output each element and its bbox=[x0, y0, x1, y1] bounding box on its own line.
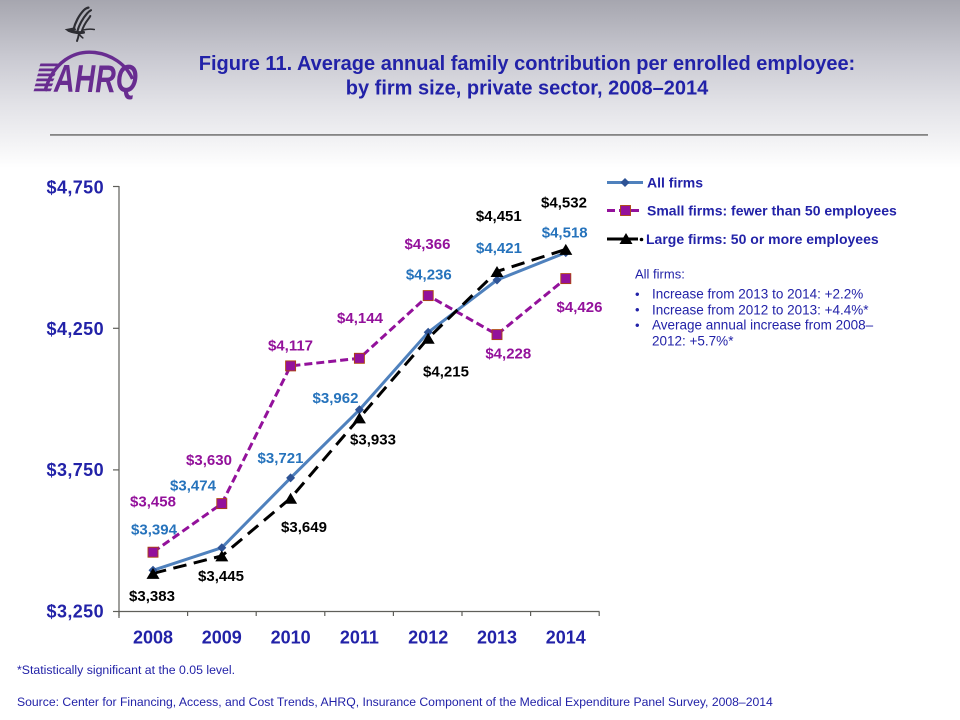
svg-text:$3,962: $3,962 bbox=[313, 390, 359, 407]
svg-text:2012: 2012 bbox=[408, 628, 448, 648]
svg-text:$3,474: $3,474 bbox=[170, 478, 217, 495]
svg-text:$4,366: $4,366 bbox=[405, 236, 451, 253]
svg-text:$4,532: $4,532 bbox=[541, 195, 587, 212]
svg-text:$3,721: $3,721 bbox=[258, 450, 304, 467]
svg-text:$4,750: $4,750 bbox=[47, 177, 104, 197]
svg-text:2014: 2014 bbox=[546, 628, 586, 648]
svg-text:$3,250: $3,250 bbox=[47, 601, 104, 621]
svg-text:Increase from 2012 to 2013: +4: Increase from 2012 to 2013: +4.4%* bbox=[652, 302, 869, 317]
svg-text:$3,394: $3,394 bbox=[131, 522, 178, 539]
svg-text:Small firms: fewer than 50 emp: Small firms: fewer than 50 employees bbox=[647, 203, 897, 219]
svg-text:$4,250: $4,250 bbox=[47, 319, 104, 339]
svg-text:$4,451: $4,451 bbox=[476, 208, 522, 225]
svg-text:2009: 2009 bbox=[202, 628, 242, 648]
svg-text:AHRQ: AHRQ bbox=[53, 58, 138, 101]
svg-text:Source: Center for Financing,: Source: Center for Financing, Access, an… bbox=[17, 695, 773, 709]
svg-text:$4,117: $4,117 bbox=[268, 338, 313, 355]
svg-text:2008: 2008 bbox=[133, 628, 173, 648]
svg-text:2013: 2013 bbox=[477, 628, 517, 648]
svg-text:$4,144: $4,144 bbox=[337, 310, 384, 327]
svg-text:2012: +5.7%*: 2012: +5.7%* bbox=[652, 333, 734, 348]
svg-text:$3,458: $3,458 bbox=[130, 494, 176, 511]
svg-text:$4,215: $4,215 bbox=[423, 364, 469, 381]
svg-text:$4,518: $4,518 bbox=[542, 225, 588, 242]
svg-text:$3,383: $3,383 bbox=[129, 588, 175, 605]
svg-text:*Statistically significant at: *Statistically significant at the 0.05 l… bbox=[17, 663, 235, 677]
svg-text:$4,426: $4,426 bbox=[557, 299, 603, 316]
svg-text:$3,750: $3,750 bbox=[47, 460, 104, 480]
svg-text:$3,933: $3,933 bbox=[350, 432, 396, 449]
svg-text:$4,421: $4,421 bbox=[476, 240, 522, 257]
svg-text:Average annual increase from 2: Average annual increase from 2008– bbox=[652, 318, 874, 333]
svg-text:Increase from 2013 to 2014: +2: Increase from 2013 to 2014: +2.2% bbox=[652, 287, 863, 302]
svg-text:Figure 11. Average annual fam: Figure 11. Average annual family contrib… bbox=[199, 53, 855, 75]
svg-text:$3,445: $3,445 bbox=[198, 568, 244, 585]
svg-text:All firms:: All firms: bbox=[635, 267, 685, 282]
svg-text:$4,236: $4,236 bbox=[406, 267, 452, 284]
svg-text:•: • bbox=[635, 286, 640, 301]
svg-text:2010: 2010 bbox=[271, 628, 311, 648]
svg-text:Large firms: 50 or more employ: Large firms: 50 or more employees bbox=[646, 231, 879, 247]
svg-text:$4,228: $4,228 bbox=[485, 346, 531, 363]
svg-text:by firm size, private sector,: by firm size, private sector, 2008–2014 bbox=[346, 78, 709, 100]
svg-text:•: • bbox=[635, 302, 640, 317]
svg-text:$3,649: $3,649 bbox=[281, 519, 327, 536]
svg-text:•: • bbox=[635, 317, 640, 332]
svg-text:All firms: All firms bbox=[647, 175, 703, 191]
svg-text:$3,630: $3,630 bbox=[186, 452, 232, 469]
svg-text:2011: 2011 bbox=[340, 628, 379, 648]
